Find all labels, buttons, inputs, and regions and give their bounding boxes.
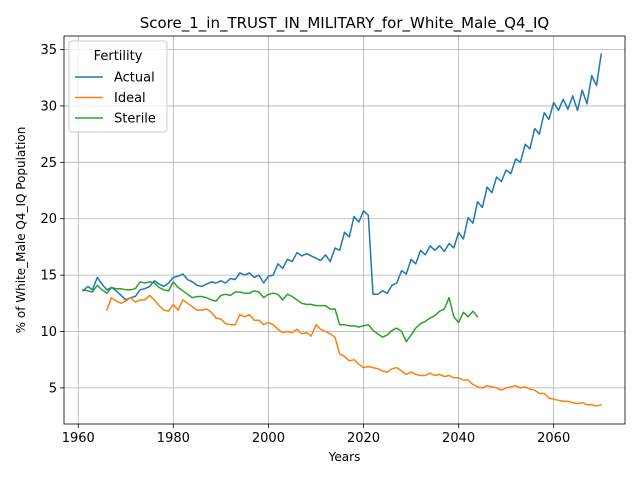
x-tick-label: 1960 <box>62 431 95 446</box>
grid <box>64 36 625 424</box>
plot-frame <box>63 35 626 425</box>
y-tick-label: 35 <box>40 43 57 58</box>
y-tick-label: 25 <box>40 156 57 171</box>
legend-label-ideal: Ideal <box>114 91 146 106</box>
series-line-sterile <box>82 281 479 343</box>
series-line-actual <box>82 53 602 301</box>
series-lines <box>82 53 602 407</box>
x-tick-label: 2000 <box>252 431 285 446</box>
x-tick-label: 2020 <box>347 431 380 446</box>
y-axis-label: % of White_Male Q4_IQ Population <box>14 127 28 334</box>
y-tick-label: 10 <box>40 325 57 340</box>
legend-label-sterile: Sterile <box>114 112 156 127</box>
x-tick-label: 2060 <box>537 431 570 446</box>
series-line-ideal <box>106 294 602 407</box>
y-tick-label: 20 <box>40 212 57 227</box>
chart-title: Score_1_in_TRUST_IN_MILITARY_for_White_M… <box>140 14 550 33</box>
legend-label-actual: Actual <box>114 71 155 86</box>
y-tick-label: 30 <box>40 99 57 114</box>
x-axis-label: Years <box>328 450 361 464</box>
y-tick-label: 5 <box>49 381 57 396</box>
legend: Fertility Actual Ideal Sterile <box>68 40 168 133</box>
x-tick-label: 1980 <box>157 431 190 446</box>
y-tick-label: 15 <box>40 269 57 284</box>
x-tick-label: 2040 <box>442 431 475 446</box>
legend-box <box>68 40 168 133</box>
legend-title: Fertility <box>94 49 143 64</box>
axis-ticks: 1960 1980 2000 2020 2040 2060 5 10 15 20 25 30 35 <box>40 43 570 446</box>
